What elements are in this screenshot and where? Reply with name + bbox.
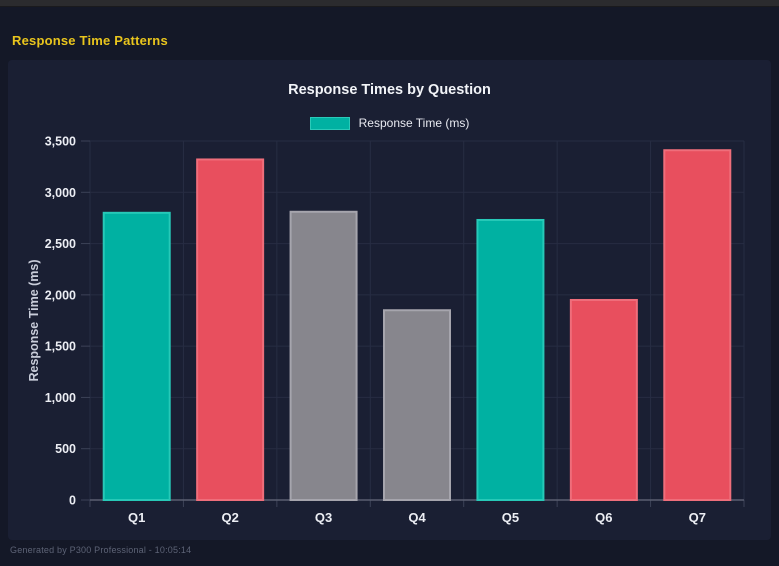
- x-tick-label-Q4: Q4: [408, 510, 426, 525]
- y-tick-label: 1,500: [45, 340, 76, 354]
- x-tick-label-Q5: Q5: [502, 510, 519, 525]
- bar-chart-canvas: 0 500 1,000 1,500 2,000 2,500 3,000 3,500 Q1 Q2 Q3…: [27, 135, 745, 525]
- chart-title: Response Times by Question: [288, 82, 491, 98]
- y-tick-label: 3,000: [45, 186, 76, 200]
- y-tick-label: 3,500: [45, 135, 76, 149]
- y-axis-title: Response Time (ms): [27, 259, 41, 381]
- legend-swatch: [309, 116, 350, 130]
- x-tick-label-Q7: Q7: [689, 510, 706, 525]
- page-title: Response Time Patterns: [12, 33, 168, 48]
- bar-Q3[interactable]: [289, 210, 358, 501]
- x-tick-label-Q2: Q2: [221, 510, 238, 525]
- legend-label: Response Time (ms): [358, 116, 470, 130]
- legend-item-response-time[interactable]: Response Time (ms): [8, 116, 771, 130]
- chart-card: Response Times by Question Response Time…: [8, 60, 771, 540]
- bar-Q5[interactable]: [476, 218, 545, 501]
- top-strip: [0, 0, 779, 7]
- bar-Q1[interactable]: [102, 211, 171, 502]
- y-tick-label: 0: [69, 494, 76, 508]
- y-tick-label: 2,500: [45, 237, 76, 251]
- bar-Q4[interactable]: [383, 309, 451, 501]
- y-tick-label: 2,000: [45, 288, 76, 302]
- bar-Q6[interactable]: [569, 298, 638, 501]
- x-tick-label-Q3: Q3: [315, 510, 332, 525]
- footer-text: Generated by P300 Professional - 10:05:1…: [10, 545, 192, 555]
- bar-Q7[interactable]: [663, 149, 732, 502]
- y-tick-label: 500: [55, 442, 76, 456]
- y-tick-label: 1,000: [45, 391, 76, 405]
- bar-Q2[interactable]: [196, 158, 265, 501]
- x-tick-label-Q6: Q6: [595, 510, 612, 525]
- x-tick-label-Q1: Q1: [128, 510, 145, 525]
